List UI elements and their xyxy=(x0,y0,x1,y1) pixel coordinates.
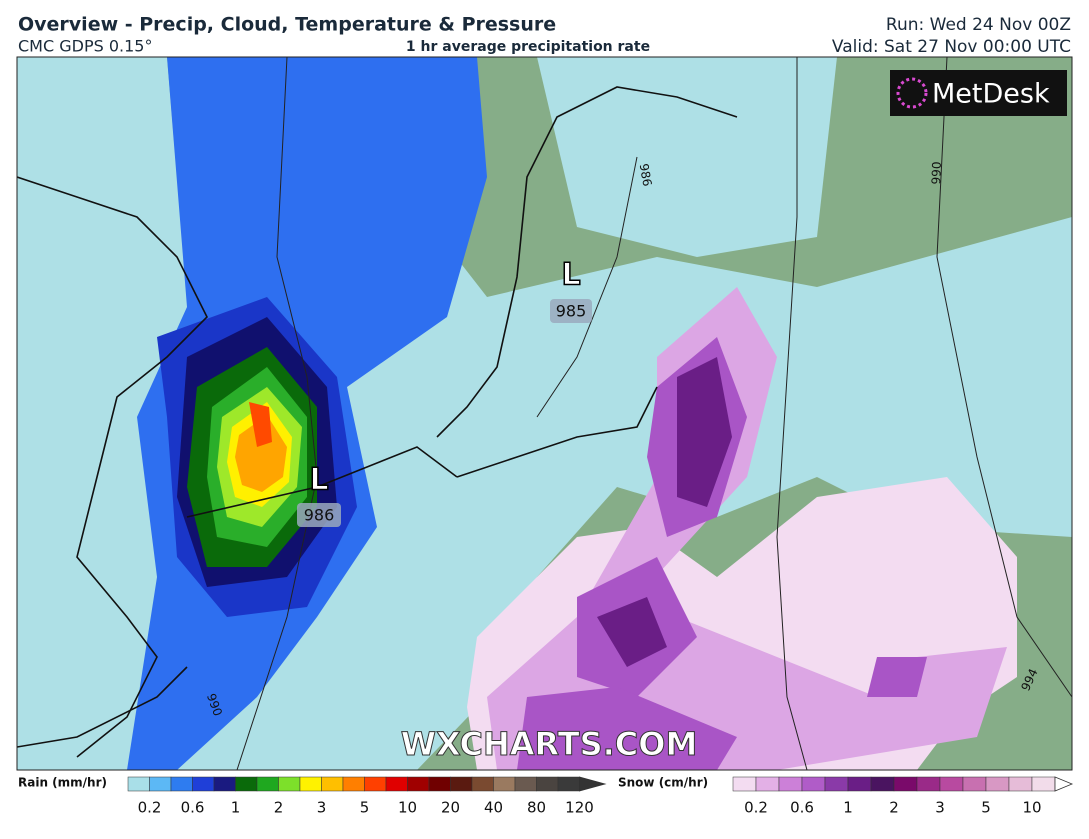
colorbar-tick-label: 0.6 xyxy=(790,799,814,817)
colorbar-tick-label: 120 xyxy=(565,799,594,817)
colorbar-segment xyxy=(1008,776,1033,792)
colorbar-segment xyxy=(1031,776,1056,792)
low-pressure-box xyxy=(297,503,341,527)
colorbar-segment xyxy=(801,776,826,792)
run: Run: Wed 24 Nov 00Z xyxy=(886,15,1071,35)
colorbar-tick-label: 1 xyxy=(231,799,241,817)
colorbar-tick-label: 0.6 xyxy=(181,799,205,817)
colorbar-tick-label: 5 xyxy=(981,799,991,817)
colorbar-segment xyxy=(493,776,516,792)
low-pressure: 986 xyxy=(304,506,335,525)
valid: Valid: Sat 27 Nov 00:00 UTC xyxy=(832,37,1071,57)
colorbar-tick-label: 10 xyxy=(1022,799,1041,817)
colorbar-tick-label: 2 xyxy=(274,799,284,817)
colorbar-tick-label: 80 xyxy=(527,799,546,817)
colorbar-segment xyxy=(732,776,757,792)
snow-legend-label: Snow (cm/hr) xyxy=(618,776,708,790)
colorbar-segment xyxy=(847,776,872,792)
colorbar-tick-label: 3 xyxy=(317,799,327,817)
colorbar-segment xyxy=(985,776,1010,792)
colorbar-tick-label: 20 xyxy=(441,799,460,817)
colorbar-segment xyxy=(364,776,387,792)
colorbar-segment xyxy=(962,776,987,792)
low-symbol: L xyxy=(561,258,580,293)
product: 1 hr average precipitation rate xyxy=(406,39,650,55)
colorbar-arrow xyxy=(579,776,607,792)
colorbar-arrow xyxy=(1054,776,1074,792)
colorbar-segment xyxy=(471,776,494,792)
watermark: WXCHARTS.COM xyxy=(401,725,698,763)
colorbar-segment xyxy=(385,776,408,792)
low-pressure: 985 xyxy=(556,302,587,321)
colorbar-segment xyxy=(824,776,849,792)
low-symbol: L xyxy=(309,463,328,498)
colorbar-tick-label: 0.2 xyxy=(138,799,162,817)
colorbar-segment xyxy=(407,776,430,792)
colorbar-segment xyxy=(149,776,172,792)
colorbar-tick-label: 3 xyxy=(935,799,945,817)
colorbar-segment xyxy=(557,776,580,792)
colorbar-segment xyxy=(235,776,258,792)
colorbar-segment xyxy=(870,776,895,792)
colorbar-tick-label: 10 xyxy=(398,799,417,817)
colorbar-segment xyxy=(450,776,473,792)
colorbar-segment xyxy=(170,776,193,792)
map xyxy=(17,57,1072,770)
colorbar-segment xyxy=(916,776,941,792)
colorbar-segment xyxy=(536,776,559,792)
map-frame xyxy=(16,56,1073,771)
colorbar-tick-label: 40 xyxy=(484,799,503,817)
logo-icon xyxy=(896,77,928,109)
low-pressure-box xyxy=(550,299,592,323)
logo-text: MetDesk xyxy=(932,79,1050,110)
colorbar-segment xyxy=(192,776,215,792)
colorbar-segment xyxy=(127,776,150,792)
colorbar-segment xyxy=(755,776,780,792)
colorbar-segment xyxy=(213,776,236,792)
colorbar-segment xyxy=(939,776,964,792)
model: CMC GDPS 0.15° xyxy=(18,37,152,56)
colorbar-tick-label: 5 xyxy=(360,799,370,817)
rain-legend-label: Rain (mm/hr) xyxy=(18,776,107,790)
colorbar-segment xyxy=(299,776,322,792)
colorbar-tick-label: 1 xyxy=(843,799,853,817)
logo-box xyxy=(890,70,1067,116)
colorbar-segment xyxy=(278,776,301,792)
colorbar-segment xyxy=(321,776,344,792)
isobar-label: 986 xyxy=(637,162,655,187)
title: Overview - Precip, Cloud, Temperature & … xyxy=(18,14,556,36)
colorbar-segment xyxy=(256,776,279,792)
colorbar-segment xyxy=(778,776,803,792)
colorbar-segment xyxy=(428,776,451,792)
isobar-label: 990 xyxy=(929,161,944,184)
colorbar-segment xyxy=(893,776,918,792)
colorbar-segment xyxy=(342,776,365,792)
colorbar-tick-label: 2 xyxy=(889,799,899,817)
colorbar-segment xyxy=(514,776,537,792)
colorbar-tick-label: 0.2 xyxy=(744,799,768,817)
